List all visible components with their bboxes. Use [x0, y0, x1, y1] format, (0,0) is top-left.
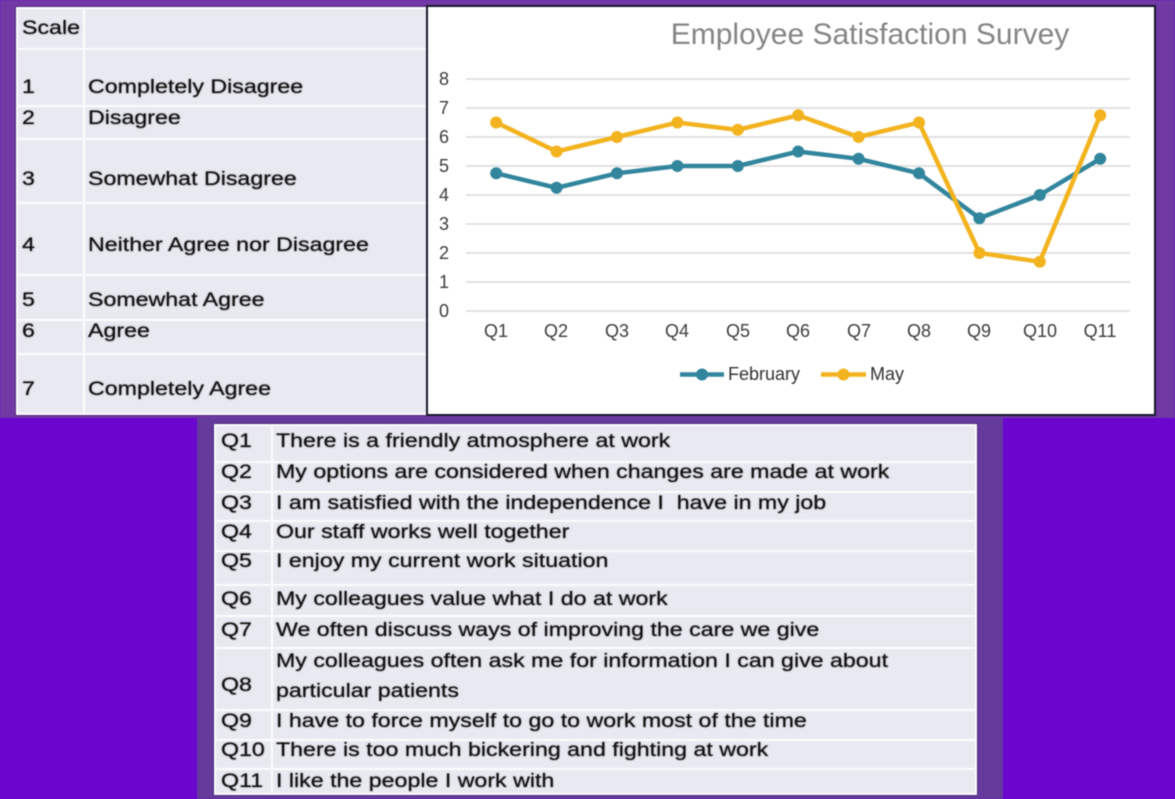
svg-text:Q10: Q10 [1023, 321, 1057, 341]
svg-text:Q5: Q5 [726, 321, 750, 341]
svg-text:4: 4 [439, 185, 449, 205]
svg-text:1: 1 [439, 272, 449, 292]
svg-text:5: 5 [439, 156, 449, 176]
svg-text:Q1: Q1 [484, 321, 508, 341]
svg-text:8: 8 [439, 69, 449, 89]
svg-text:Q7: Q7 [847, 321, 871, 341]
svg-text:2: 2 [439, 243, 449, 263]
svg-text:May: May [870, 364, 904, 384]
svg-text:3: 3 [439, 214, 449, 234]
svg-text:7: 7 [439, 98, 449, 118]
svg-text:February: February [728, 364, 800, 384]
svg-text:Q2: Q2 [544, 321, 568, 341]
svg-text:Q4: Q4 [665, 321, 689, 341]
svg-text:Q6: Q6 [786, 321, 810, 341]
svg-text:Employee Satisfaction Survey: Employee Satisfaction Survey [671, 18, 1070, 51]
svg-text:Q3: Q3 [605, 321, 629, 341]
svg-text:Q11: Q11 [1084, 321, 1117, 341]
svg-text:6: 6 [439, 127, 449, 147]
svg-text:0: 0 [439, 301, 449, 321]
svg-text:Q9: Q9 [967, 321, 991, 341]
svg-text:Q8: Q8 [907, 321, 931, 341]
